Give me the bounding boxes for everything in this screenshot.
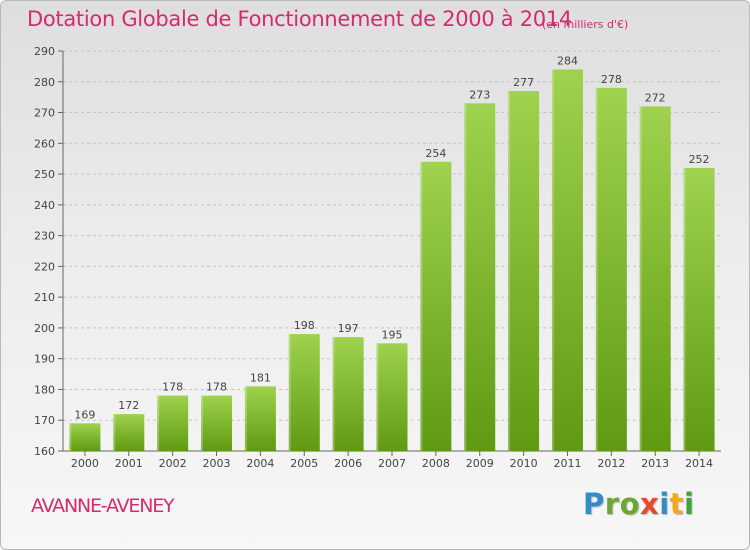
y-tick-label: 200 — [34, 322, 55, 335]
y-tick-label: 220 — [34, 260, 55, 273]
bar-value-label: 272 — [645, 91, 666, 104]
bar — [288, 334, 320, 451]
x-tick-label: 2008 — [422, 457, 450, 470]
bar-highlight — [551, 69, 554, 451]
logo-letter: i — [659, 487, 670, 521]
bar-value-label: 172 — [118, 399, 139, 412]
bar-highlight — [332, 337, 335, 451]
bar-highlight — [376, 343, 379, 451]
y-tick-label: 290 — [34, 45, 55, 58]
bar — [69, 423, 101, 451]
bar-highlight — [201, 395, 204, 451]
commune-name: AVANNE-AVENEY — [31, 495, 175, 517]
bar — [332, 337, 364, 451]
x-tick-label: 2010 — [510, 457, 538, 470]
bar — [464, 103, 496, 452]
logo-letter: P — [583, 487, 605, 521]
logo-letter: x — [640, 487, 660, 521]
bar-value-label: 278 — [601, 73, 622, 86]
y-tick-label: 280 — [34, 76, 55, 89]
y-tick-label: 250 — [34, 168, 55, 181]
bar-highlight — [69, 423, 72, 451]
y-tick-label: 180 — [34, 383, 55, 396]
bar — [639, 106, 671, 451]
bar-value-label: 181 — [250, 371, 271, 384]
x-tick-label: 2011 — [553, 457, 581, 470]
bar — [683, 167, 715, 451]
bar-value-label: 178 — [162, 381, 183, 394]
y-tick-label: 170 — [34, 414, 55, 427]
bar — [201, 395, 233, 451]
bar-highlight — [244, 386, 247, 451]
bar-value-label: 195 — [382, 328, 403, 341]
bar — [113, 414, 145, 451]
y-tick-label: 240 — [34, 199, 55, 212]
bar-highlight — [420, 161, 423, 451]
logo-letter: t — [669, 487, 685, 521]
bar — [420, 161, 452, 451]
bar-highlight — [464, 103, 467, 452]
proxiti-logo[interactable]: Proxiti — [583, 487, 695, 521]
x-tick-label: 2001 — [115, 457, 143, 470]
labels: 160 170 180 190 200 210 220 230 240 250 260 270 280 2… — [34, 45, 713, 470]
x-tick-label: 2000 — [71, 457, 99, 470]
x-tick-label: 2004 — [246, 457, 274, 470]
y-tick-label: 210 — [34, 291, 55, 304]
y-tick-label: 270 — [34, 107, 55, 120]
x-tick-label: 2014 — [685, 457, 713, 470]
bar-highlight — [639, 106, 642, 451]
bars — [69, 69, 715, 452]
chart-title: Dotation Globale de Fonctionnement de 20… — [27, 7, 572, 31]
x-tick-label: 2009 — [466, 457, 494, 470]
bar — [376, 343, 408, 451]
bar — [157, 395, 189, 451]
bar-highlight — [288, 334, 291, 451]
bar-value-label: 197 — [338, 322, 359, 335]
y-tick-label: 230 — [34, 230, 55, 243]
x-tick-label: 2007 — [378, 457, 406, 470]
bar — [595, 87, 627, 451]
bar-value-label: 254 — [425, 147, 446, 160]
bar-highlight — [683, 167, 686, 451]
bar — [244, 386, 276, 451]
bar-value-label: 252 — [689, 153, 710, 166]
y-tick-label: 190 — [34, 353, 55, 366]
bar-highlight — [595, 87, 598, 451]
bar-highlight — [157, 395, 160, 451]
chart-unit: (en milliers d'€) — [542, 18, 629, 31]
bar-value-label: 273 — [469, 88, 490, 101]
logo-letter: ro — [604, 487, 640, 521]
logo-letter: i — [684, 487, 695, 521]
bar-value-label: 198 — [294, 319, 315, 332]
bar-value-label: 178 — [206, 381, 227, 394]
y-tick-label: 160 — [34, 445, 55, 458]
bar — [551, 69, 583, 451]
x-tick-label: 2013 — [641, 457, 669, 470]
x-tick-label: 2012 — [597, 457, 625, 470]
bar-highlight — [113, 414, 116, 451]
bar — [508, 91, 540, 451]
x-tick-label: 2005 — [290, 457, 318, 470]
bar-value-label: 169 — [74, 408, 95, 421]
bar-highlight — [508, 91, 511, 451]
bar-value-label: 284 — [557, 54, 578, 67]
x-tick-label: 2002 — [159, 457, 187, 470]
y-tick-label: 260 — [34, 137, 55, 150]
bar-value-label: 277 — [513, 76, 534, 89]
x-tick-label: 2003 — [203, 457, 231, 470]
x-tick-label: 2006 — [334, 457, 362, 470]
